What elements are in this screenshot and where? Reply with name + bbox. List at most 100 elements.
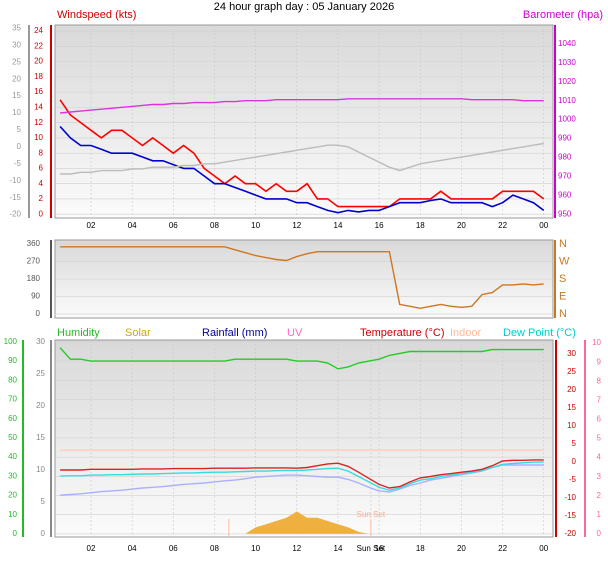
x-tick-label: 10 <box>251 221 260 230</box>
x-tick-label: 00 <box>539 221 548 230</box>
y-tick-label: 22 <box>34 41 43 50</box>
y-tick-label: 12 <box>34 118 43 127</box>
y-tick-label: 80 <box>8 375 17 384</box>
y2-tick-label: 1000 <box>558 115 576 124</box>
annotation: Sun Set <box>357 510 386 519</box>
x-tick-label: 18 <box>416 221 425 230</box>
y2-tick-label: E <box>559 290 566 302</box>
y4-tick-label: 3 <box>597 472 602 481</box>
y4-tick-label: 9 <box>597 357 602 366</box>
line <box>60 142 544 175</box>
y-tick-label: 2 <box>39 194 44 203</box>
y2-tick-label: -15 <box>564 511 576 520</box>
y2-tick-label: 0 <box>572 457 577 466</box>
y-tick-label: 10 <box>34 133 43 142</box>
legend-label: Dew Point (°C) <box>503 327 576 339</box>
y3-tick-label: 30 <box>36 337 45 346</box>
line <box>59 347 544 370</box>
y4-tick-label: 7 <box>597 395 602 404</box>
x-tick-label: 06 <box>169 544 178 553</box>
x-tick-label: 02 <box>87 221 96 230</box>
x-tick-label: 22 <box>498 221 507 230</box>
y2-tick-label: 30 <box>567 349 576 358</box>
x-tick-label: Sun Set <box>357 544 386 553</box>
y3-tick-label: 35 <box>12 23 21 32</box>
y2-tick-label: 25 <box>567 367 576 376</box>
x-tick-label: 20 <box>457 544 466 553</box>
y3-tick-label: -10 <box>9 176 21 185</box>
y4-tick-label: 0 <box>597 529 602 538</box>
y-tick-label: 0 <box>13 529 18 538</box>
y2-tick-label: 15 <box>567 403 576 412</box>
y3-tick-label: 5 <box>17 125 22 134</box>
y4-tick-label: 1 <box>597 510 602 519</box>
y2-tick-label: W <box>559 255 570 267</box>
y3-tick-label: 15 <box>36 433 45 442</box>
y-tick-label: 6 <box>39 164 44 173</box>
y2-axis-title: Barometer (hpa) <box>523 9 603 21</box>
x-tick-label: 06 <box>169 221 178 230</box>
plot-area <box>54 339 554 538</box>
y2-tick-label: -10 <box>564 493 576 502</box>
x-tick-label: 08 <box>210 221 219 230</box>
x-tick-label: 20 <box>457 221 466 230</box>
x-tick-label: 02 <box>87 544 96 553</box>
y3-tick-label: 25 <box>12 57 21 66</box>
y2-tick-label: 1040 <box>558 39 576 48</box>
legend-label: Solar <box>125 327 151 339</box>
y3-tick-label: 20 <box>36 401 45 410</box>
y-tick-label: 100 <box>4 337 18 346</box>
line <box>60 464 544 496</box>
y4-tick-label: 10 <box>592 338 601 347</box>
y4-tick-label: 8 <box>597 376 602 385</box>
line <box>60 246 544 310</box>
area <box>60 511 544 534</box>
y3-tick-label: 10 <box>36 465 45 474</box>
x-tick-label: 12 <box>292 221 301 230</box>
y2-tick-label: 5 <box>572 439 577 448</box>
legend-label: Humidity <box>57 327 100 339</box>
legend-label: Rainfall (mm) <box>202 327 267 339</box>
y2-tick-label: -5 <box>569 475 577 484</box>
y2-tick-label: 1020 <box>558 77 576 86</box>
x-tick-label: 12 <box>292 544 301 553</box>
y2-tick-label: 980 <box>558 153 572 162</box>
y-tick-label: 16 <box>34 87 43 96</box>
x-tick-label: 16 <box>375 221 384 230</box>
y-tick-label: 0 <box>36 309 41 318</box>
y3-tick-label: -15 <box>9 193 21 202</box>
x-tick-label: 16 <box>375 544 384 553</box>
y-tick-label: 20 <box>8 491 17 500</box>
y2-tick-label: 960 <box>558 190 572 199</box>
y-tick-label: 8 <box>39 148 44 157</box>
y-tick-label: 20 <box>34 57 43 66</box>
line <box>60 98 544 114</box>
y3-tick-label: 10 <box>12 108 21 117</box>
chart-title: 24 hour graph day : 05 January 2026 <box>214 1 394 13</box>
x-tick-label: 22 <box>498 544 507 553</box>
y-tick-label: 40 <box>8 452 17 461</box>
y2-tick-label: N <box>559 238 567 250</box>
y-tick-label: 180 <box>27 274 41 283</box>
y3-tick-label: 20 <box>12 74 21 83</box>
y4-tick-label: 2 <box>597 491 602 500</box>
y2-tick-label: 1030 <box>558 58 576 67</box>
x-tick-label: 10 <box>251 544 260 553</box>
y3-tick-label: 0 <box>17 142 22 151</box>
y4-tick-label: 4 <box>597 453 602 462</box>
y-tick-label: 24 <box>34 26 43 35</box>
x-tick-label: 00 <box>539 544 548 553</box>
line <box>59 125 545 214</box>
y-tick-label: 18 <box>34 72 43 81</box>
y-tick-label: 14 <box>34 102 43 111</box>
legend-label: UV <box>287 327 303 339</box>
y-tick-label: 4 <box>39 179 44 188</box>
y2-tick-label: 970 <box>558 171 572 180</box>
y-tick-label: 70 <box>8 395 17 404</box>
y-tick-label: 50 <box>8 433 17 442</box>
x-tick-label: 04 <box>128 544 137 553</box>
y2-tick-label: 990 <box>558 134 572 143</box>
plot-area <box>54 24 554 219</box>
